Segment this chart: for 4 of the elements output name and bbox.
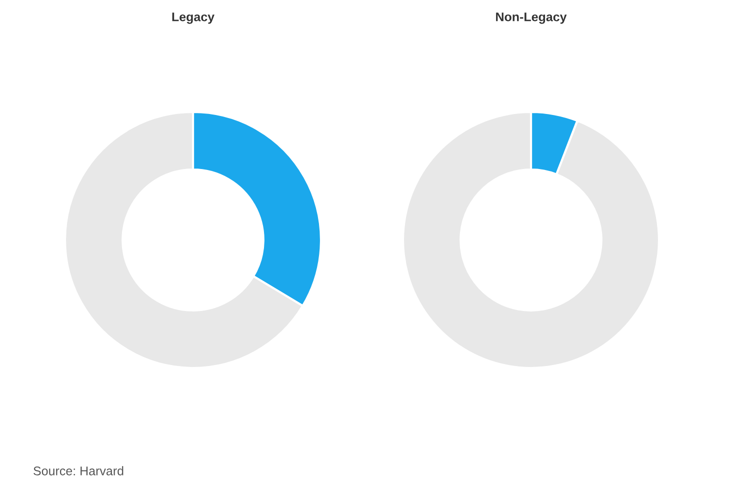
chart-title: Non-Legacy bbox=[496, 12, 567, 24]
source-note: Source: Harvard bbox=[34, 466, 124, 476]
donut-slice bbox=[402, 110, 660, 370]
chart-title: Legacy bbox=[172, 12, 214, 24]
